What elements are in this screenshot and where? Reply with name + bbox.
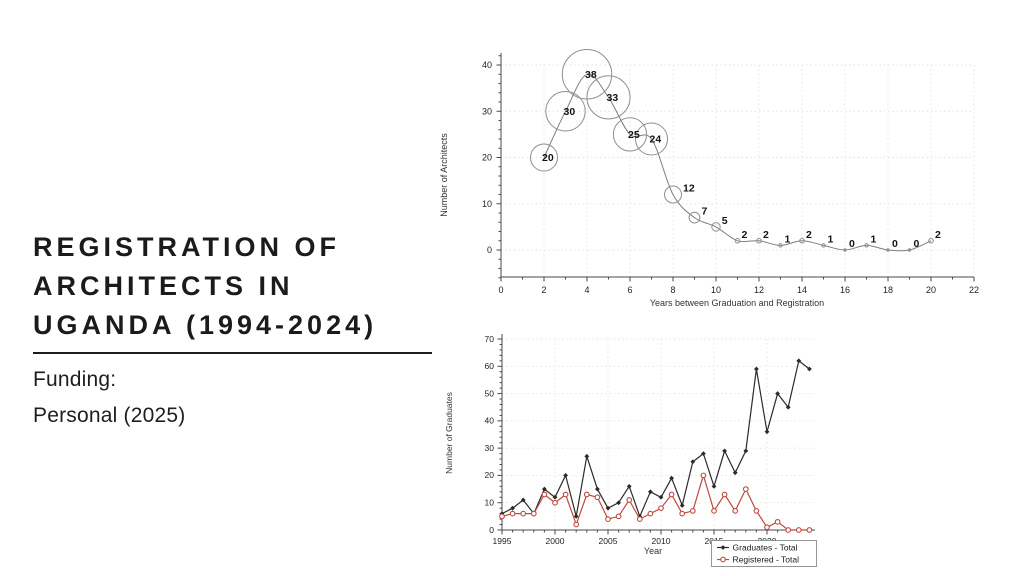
svg-text:Registered - Total: Registered - Total [733,555,800,565]
page-title-line-3: UGANDA (1994-2024) [33,310,378,340]
page-title-line-2: ARCHITECTS IN [33,271,294,301]
svg-text:5: 5 [722,215,728,227]
svg-text:60: 60 [485,361,495,371]
funding-value: Personal (2025) [33,404,186,427]
svg-text:1: 1 [828,233,834,245]
svg-text:30: 30 [482,106,492,116]
svg-text:12: 12 [683,183,695,195]
svg-text:0: 0 [892,238,898,250]
svg-text:Years between Graduation and R: Years between Graduation and Registratio… [650,298,824,308]
svg-text:18: 18 [883,285,893,295]
svg-text:1995: 1995 [493,536,512,546]
title-underline [33,352,432,354]
svg-text:25: 25 [628,129,640,141]
svg-text:20: 20 [926,285,936,295]
svg-text:0: 0 [914,238,920,250]
svg-text:1: 1 [785,233,791,245]
svg-text:20: 20 [485,470,495,480]
svg-text:10: 10 [482,199,492,209]
title-block: REGISTRATION OF ARCHITECTS IN UGANDA (19… [33,228,437,428]
svg-text:Number of Graduates: Number of Graduates [444,392,454,474]
svg-text:2: 2 [806,229,812,241]
svg-text:2: 2 [541,285,546,295]
line-chart: 199520002005201020152020010203040506070N… [444,334,817,567]
svg-text:50: 50 [485,388,495,398]
svg-text:1: 1 [871,233,877,245]
svg-text:8: 8 [670,285,675,295]
svg-text:Number of Architects: Number of Architects [439,133,449,217]
svg-text:40: 40 [482,60,492,70]
svg-text:0: 0 [489,525,494,535]
svg-text:24: 24 [650,134,662,146]
svg-text:0: 0 [487,245,492,255]
svg-text:22: 22 [969,285,979,295]
svg-text:12: 12 [754,285,764,295]
svg-text:2005: 2005 [599,536,618,546]
svg-text:7: 7 [701,206,707,218]
svg-text:10: 10 [485,498,495,508]
svg-text:30: 30 [485,443,495,453]
svg-text:33: 33 [607,92,619,104]
svg-text:Graduates - Total: Graduates - Total [733,543,798,553]
funding-label: Funding: [33,368,117,391]
svg-text:14: 14 [797,285,807,295]
svg-text:20: 20 [542,152,554,164]
svg-text:16: 16 [840,285,850,295]
svg-text:2: 2 [763,229,769,241]
svg-text:70: 70 [485,334,495,344]
svg-text:38: 38 [585,69,597,81]
page-title-line-1: REGISTRATION OF [33,232,340,262]
svg-text:Year: Year [644,546,662,556]
svg-text:4: 4 [584,285,589,295]
svg-text:2000: 2000 [546,536,565,546]
svg-text:2: 2 [742,229,748,241]
svg-text:6: 6 [627,285,632,295]
svg-text:10: 10 [711,285,721,295]
svg-text:20: 20 [482,153,492,163]
svg-text:2010: 2010 [652,536,671,546]
svg-text:40: 40 [485,416,495,426]
svg-text:0: 0 [498,285,503,295]
svg-text:30: 30 [564,106,576,118]
svg-text:2: 2 [935,229,941,241]
svg-text:0: 0 [849,238,855,250]
